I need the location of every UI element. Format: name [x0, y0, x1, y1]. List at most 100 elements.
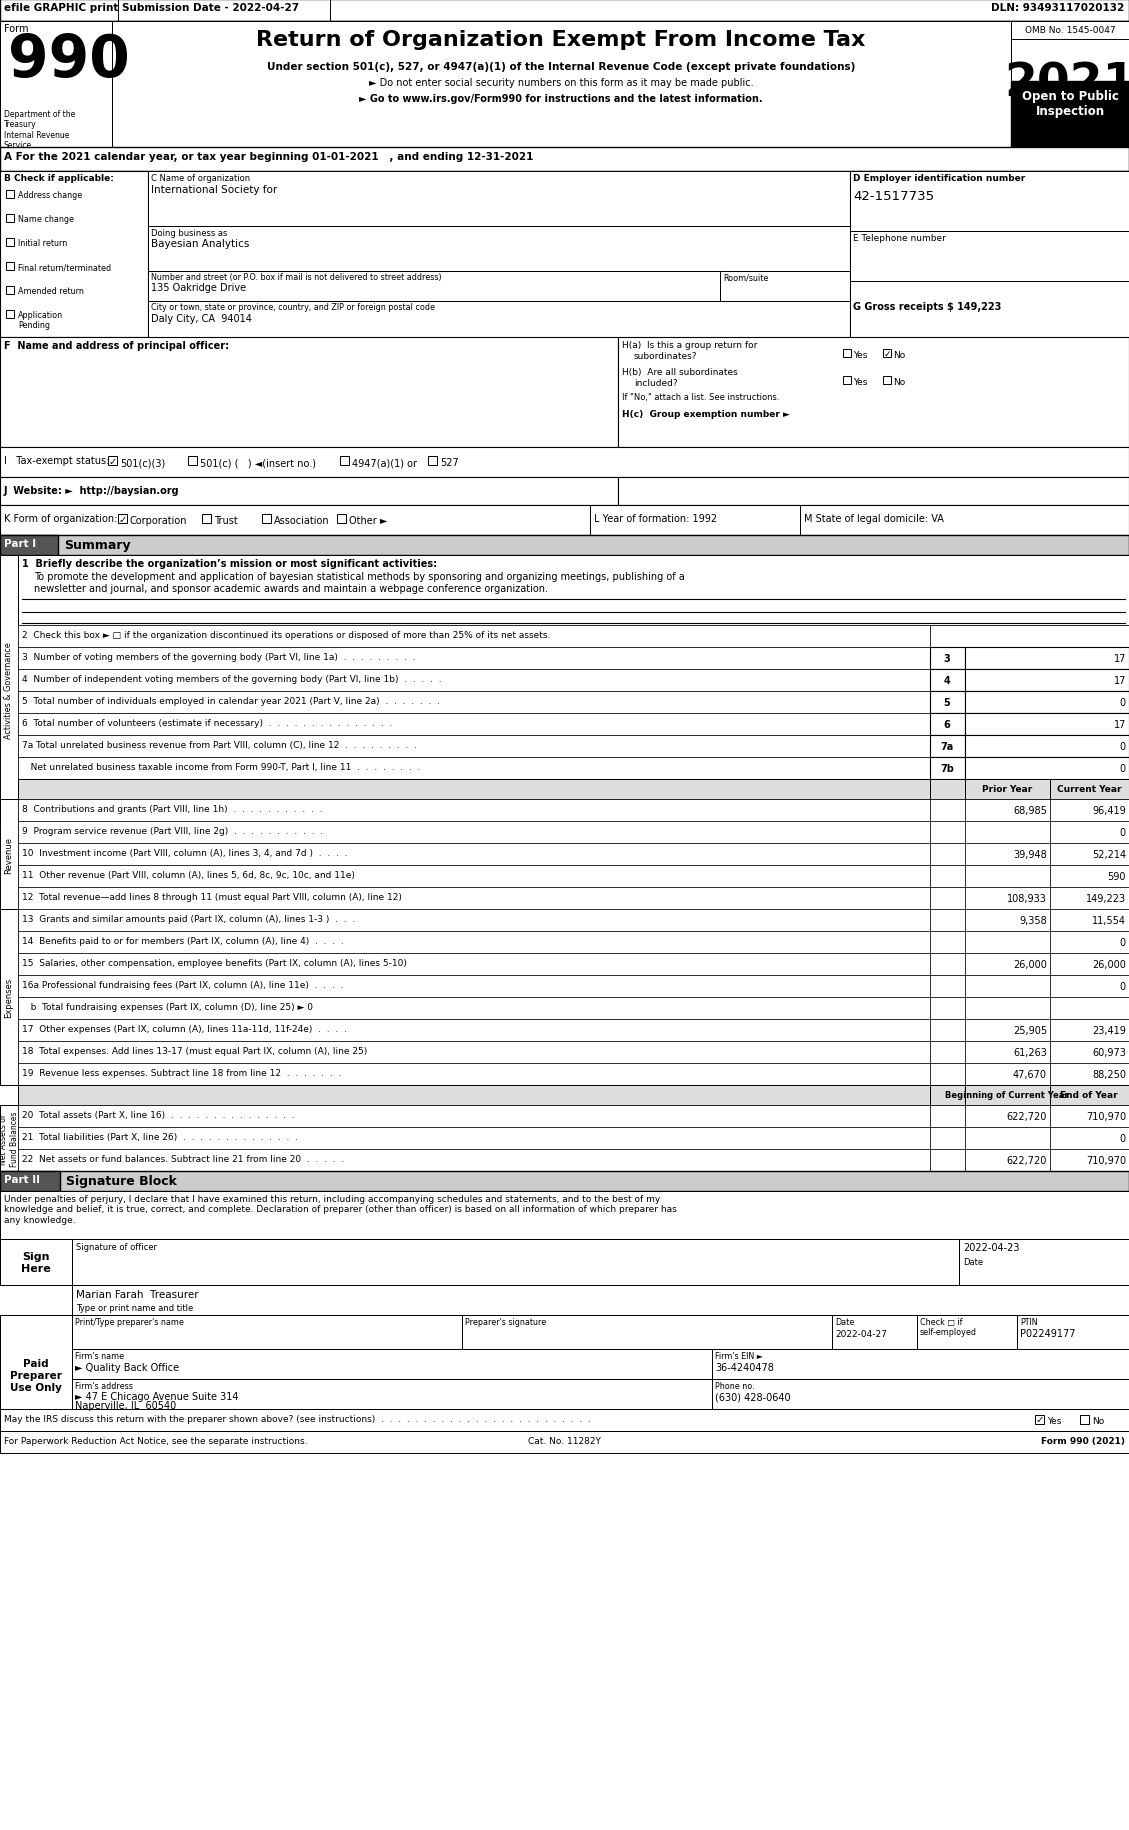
Bar [618, 478, 1129, 505]
Bar [18, 1041, 930, 1063]
Text: 17: 17 [1113, 719, 1126, 730]
Text: 36-4240478: 36-4240478 [715, 1362, 773, 1372]
Bar [18, 997, 930, 1019]
Text: included?: included? [634, 379, 677, 388]
Bar [930, 780, 965, 800]
Bar [930, 670, 965, 692]
Text: Net Assets or
Fund Balances: Net Assets or Fund Balances [0, 1111, 19, 1166]
Bar [930, 844, 965, 866]
Text: 68,985: 68,985 [1013, 805, 1047, 816]
Bar [112, 22, 1010, 148]
Text: 39,948: 39,948 [1013, 849, 1047, 860]
Bar [0, 536, 58, 556]
Bar [6, 287, 14, 295]
Text: ✓: ✓ [883, 350, 891, 359]
Text: 8  Contributions and grants (Part VIII, line 1h)  .  .  .  .  .  .  .  .  .  .  : 8 Contributions and grants (Part VIII, l… [21, 805, 323, 814]
Bar [18, 822, 930, 844]
Text: Corporation: Corporation [130, 516, 187, 525]
Text: 0: 0 [1120, 741, 1126, 752]
Bar [1010, 22, 1129, 148]
Text: Under penalties of perjury, I declare that I have examined this return, includin: Under penalties of perjury, I declare th… [5, 1195, 676, 1224]
Text: 0: 0 [1120, 697, 1126, 708]
Text: efile GRAPHIC print: efile GRAPHIC print [5, 4, 119, 13]
Text: Date: Date [963, 1257, 983, 1266]
Bar [18, 758, 930, 780]
Bar [930, 1127, 965, 1149]
Text: 14  Benefits paid to or for members (Part IX, column (A), line 4)  .  .  .  .: 14 Benefits paid to or for members (Part… [21, 937, 343, 946]
Bar [18, 1019, 930, 1041]
Text: City or town, state or province, country, and ZIP or foreign postal code: City or town, state or province, country… [151, 302, 435, 311]
Bar [965, 1105, 1050, 1127]
Bar [262, 514, 271, 523]
Text: ► Go to www.irs.gov/Form990 for instructions and the latest information.: ► Go to www.irs.gov/Form990 for instruct… [359, 93, 763, 104]
Text: Form 990 (2021): Form 990 (2021) [1041, 1437, 1124, 1446]
Text: 0: 0 [1120, 763, 1126, 774]
Bar [720, 273, 850, 302]
Bar [72, 1380, 712, 1409]
Text: 710,970: 710,970 [1086, 1155, 1126, 1166]
Text: 5  Total number of individuals employed in calendar year 2021 (Part V, line 2a) : 5 Total number of individuals employed i… [21, 697, 440, 706]
Text: Application
Pending: Application Pending [18, 311, 63, 329]
Text: 5: 5 [944, 697, 951, 708]
Text: Cat. No. 11282Y: Cat. No. 11282Y [527, 1437, 601, 1446]
Text: Signature Block: Signature Block [65, 1175, 177, 1188]
Text: Current Year: Current Year [1057, 785, 1121, 794]
Text: Preparer's signature: Preparer's signature [465, 1318, 546, 1327]
Text: Firm's name: Firm's name [75, 1351, 124, 1360]
Text: No: No [1092, 1416, 1104, 1426]
Bar [965, 1063, 1050, 1085]
Text: Beginning of Current Year: Beginning of Current Year [945, 1091, 1069, 1100]
Bar [832, 1316, 917, 1349]
Text: No: No [893, 377, 905, 386]
Text: Print/Type preparer's name: Print/Type preparer's name [75, 1318, 184, 1327]
Text: 17: 17 [1113, 675, 1126, 686]
Bar [0, 1191, 1129, 1239]
Bar [930, 1085, 965, 1105]
Bar [930, 800, 965, 822]
Bar [18, 1127, 930, 1149]
Bar [843, 350, 851, 359]
Bar [1050, 1085, 1129, 1105]
Bar [189, 458, 196, 467]
Text: 26,000: 26,000 [1092, 959, 1126, 970]
Bar [1050, 1063, 1129, 1085]
Bar [18, 670, 930, 692]
Bar [18, 931, 930, 953]
Text: G Gross receipts $ 149,223: G Gross receipts $ 149,223 [854, 302, 1001, 311]
Bar [1010, 82, 1129, 148]
Bar [148, 273, 720, 302]
Bar [965, 1085, 1050, 1105]
Bar [965, 1041, 1050, 1063]
Bar [930, 953, 965, 975]
Bar [72, 1239, 959, 1285]
Bar [965, 866, 1050, 888]
Text: 590: 590 [1108, 871, 1126, 882]
Bar [930, 888, 965, 910]
Bar [1050, 1041, 1129, 1063]
Text: Check □ if: Check □ if [920, 1318, 963, 1327]
Bar [18, 1085, 930, 1105]
Text: Final return/terminated: Final return/terminated [18, 264, 111, 273]
Text: 47,670: 47,670 [1013, 1069, 1047, 1080]
Bar [965, 692, 1129, 714]
Bar [18, 1105, 930, 1127]
Bar [6, 190, 14, 199]
Text: C Name of organization: C Name of organization [151, 174, 251, 183]
Bar [965, 997, 1050, 1019]
Bar [18, 714, 930, 736]
Text: M State of legal domicile: VA: M State of legal domicile: VA [804, 514, 944, 523]
Bar [18, 888, 930, 910]
Text: Initial return: Initial return [18, 240, 68, 247]
Text: Firm's address: Firm's address [75, 1382, 133, 1391]
Bar [0, 1171, 60, 1191]
Text: Trust: Trust [215, 516, 238, 525]
Text: 710,970: 710,970 [1086, 1111, 1126, 1122]
Text: K Form of organization:: K Form of organization: [5, 514, 117, 523]
Text: 11,554: 11,554 [1092, 915, 1126, 926]
Text: 7a: 7a [940, 741, 954, 752]
Text: I   Tax-exempt status:: I Tax-exempt status: [5, 456, 110, 467]
Bar [712, 1349, 1129, 1380]
Bar [0, 172, 148, 339]
Text: Phone no.: Phone no. [715, 1382, 754, 1391]
Text: H(b)  Are all subordinates: H(b) Are all subordinates [622, 368, 737, 377]
